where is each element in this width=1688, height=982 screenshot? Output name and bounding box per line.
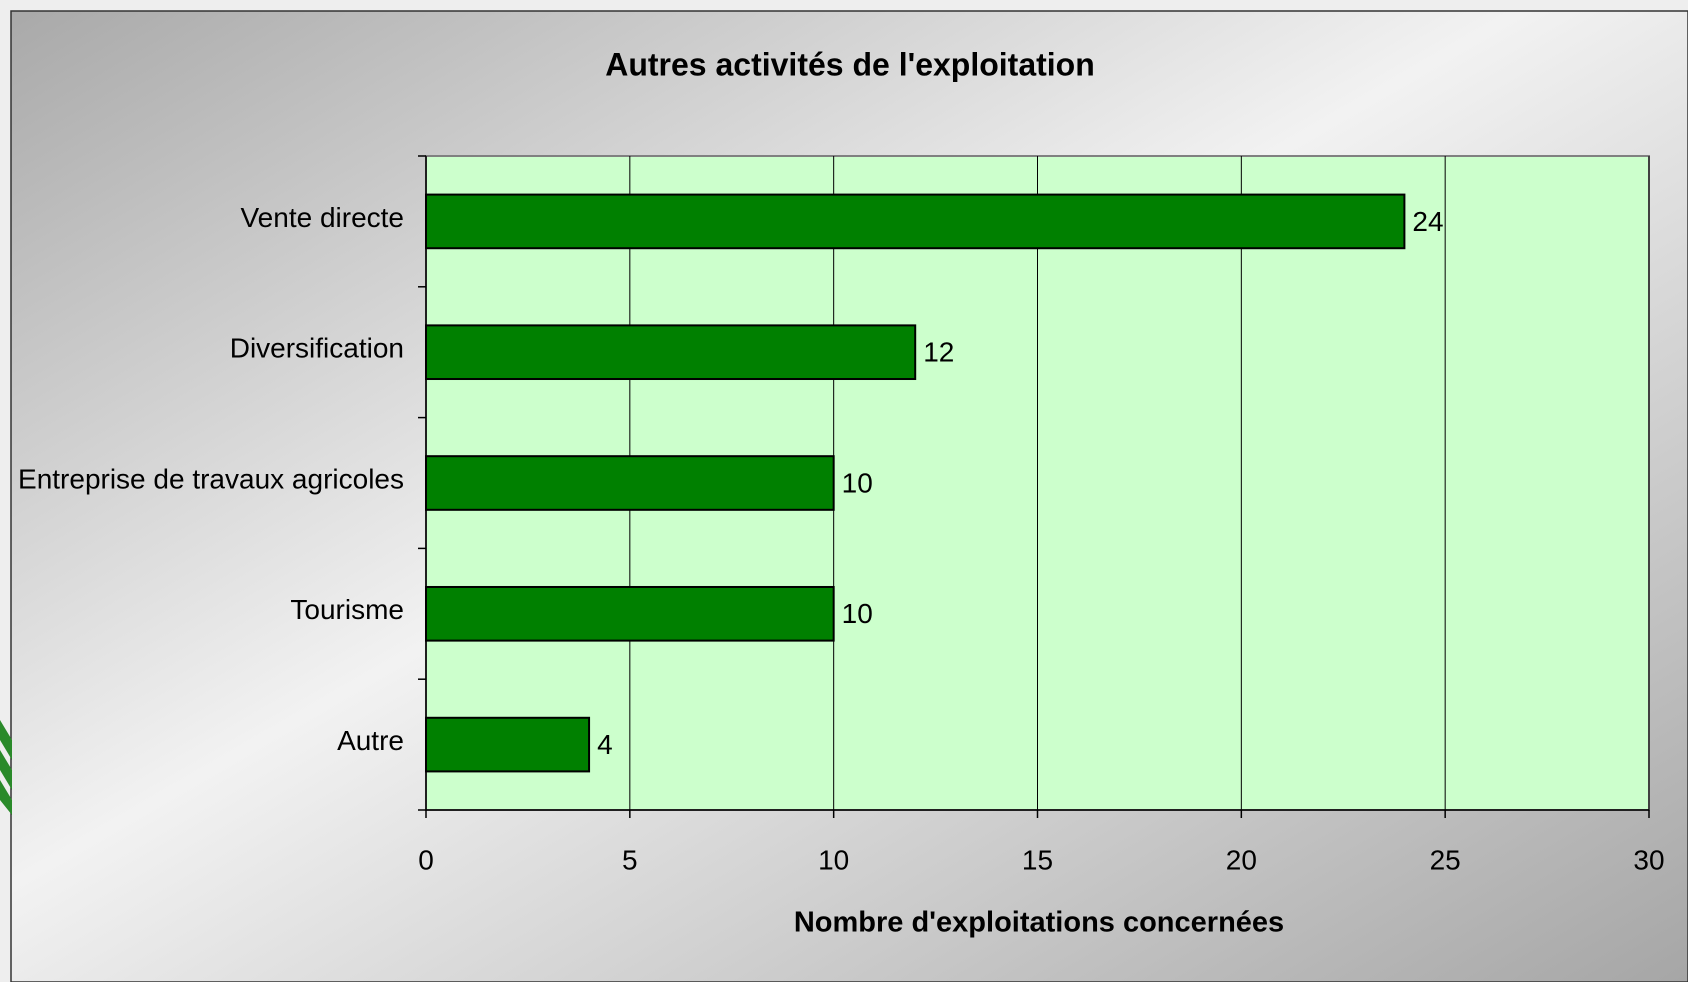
y-tick-label: Entreprise de travaux agricoles [18,463,404,494]
data-label: 10 [842,598,873,629]
x-tick-label: 30 [1633,844,1664,875]
logo-fragment [0,720,12,815]
data-label: 12 [923,337,954,368]
x-tick-label: 10 [818,844,849,875]
bar [425,193,1406,250]
data-label: 4 [597,729,613,760]
x-tick-label: 20 [1226,844,1257,875]
x-tick-label: 15 [1022,844,1053,875]
data-label: 24 [1412,206,1443,237]
y-tick-label: Diversification [230,333,404,364]
y-tick-label: Autre [337,725,404,756]
x-axis-label: Nombre d'exploitations concernées [794,907,1284,939]
data-label: 10 [842,467,873,498]
x-tick-label: 0 [418,844,434,875]
bar [425,585,835,642]
bar [425,324,917,381]
y-tick-label: Tourisme [290,594,404,625]
x-tick-label: 25 [1430,844,1461,875]
y-tick-label: Vente directe [241,202,404,233]
bar [425,716,591,773]
chart-title: Autres activités de l'exploitation [605,46,1095,82]
bar [425,455,835,511]
x-tick-label: 5 [622,844,638,875]
